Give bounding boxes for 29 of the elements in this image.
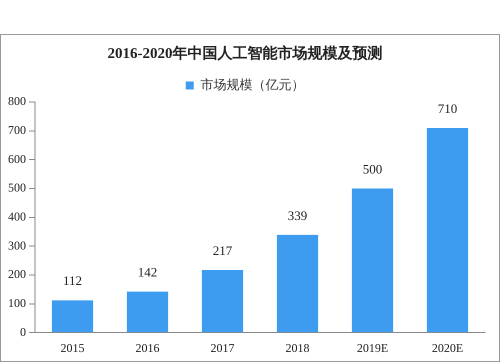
bar (276, 234, 318, 332)
y-tick-label: 0 (20, 324, 26, 339)
legend-label: 市场规模（亿元） (200, 78, 304, 93)
y-tick-label: 600 (8, 152, 26, 166)
x-tick-label: 2019E (356, 340, 388, 355)
y-tick-label: 100 (8, 296, 26, 310)
data-label: 500 (362, 161, 382, 176)
y-tick-label: 400 (8, 209, 26, 224)
x-tick-label: 2017 (210, 340, 234, 355)
data-label: 339 (288, 208, 308, 223)
data-label: 710 (438, 100, 458, 116)
bar (426, 128, 468, 332)
data-label: 142 (138, 264, 158, 280)
bar (202, 270, 244, 332)
data-label: 217 (212, 242, 233, 258)
data-label: 112 (62, 273, 82, 288)
bar (52, 300, 94, 332)
x-tick-label: 2018 (286, 340, 310, 355)
x-tick-label: 2020E (432, 340, 464, 355)
y-tick-label: 500 (8, 180, 26, 195)
bar (126, 292, 168, 332)
y-tick-label: 200 (8, 267, 26, 282)
y-tick-label: 700 (8, 122, 26, 137)
y-tick-label: 800 (8, 94, 26, 108)
x-tick-label: 2015 (60, 340, 84, 355)
y-tick-label: 300 (8, 238, 26, 252)
bar (352, 188, 394, 332)
chart-title: 2016-2020年中国人工智能市场规模及预测 (108, 44, 382, 62)
x-tick-label: 2016 (136, 340, 160, 355)
